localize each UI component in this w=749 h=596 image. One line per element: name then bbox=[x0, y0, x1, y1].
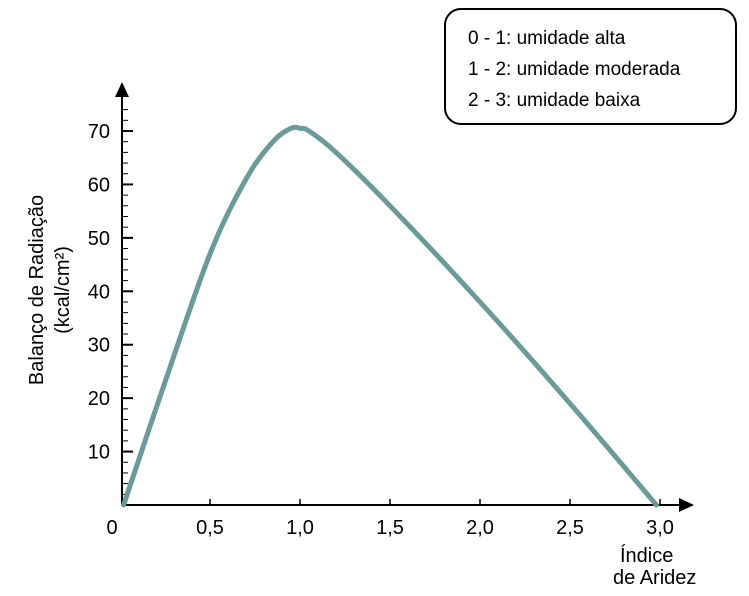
legend-entry: 0 - 1: umidade alta bbox=[468, 28, 626, 49]
x-axis-title-line-1: Índice bbox=[620, 544, 673, 567]
y-axis-title-line-1: Balanço de Radiação bbox=[26, 195, 48, 385]
x-tick-label: 1,5 bbox=[376, 517, 404, 539]
series-line bbox=[121, 124, 659, 508]
y-tick-label: 30 bbox=[88, 335, 110, 357]
y-minor-ticks bbox=[122, 109, 128, 495]
x-tick-label: 0 bbox=[106, 517, 117, 539]
x-tick-label: 2,5 bbox=[556, 517, 584, 539]
x-ticks: 0 0,5 1,0 1,5 2,0 2,5 3,0 bbox=[106, 499, 674, 539]
y-tick-label: 40 bbox=[88, 281, 110, 303]
legend-entry: 2 - 3: umidade baixa bbox=[468, 90, 641, 111]
legend-box bbox=[444, 8, 737, 125]
x-tick-label: 1,0 bbox=[286, 517, 314, 539]
series-group bbox=[121, 124, 659, 508]
x-tick-label: 0,5 bbox=[196, 517, 224, 539]
y-tick-label: 10 bbox=[88, 442, 110, 464]
y-axis-title: Balanço de Radiação (kcal/cm²) bbox=[26, 195, 74, 385]
x-tick-label: 2,0 bbox=[466, 517, 494, 539]
y-tick-label: 20 bbox=[88, 388, 110, 410]
x-axis-arrow bbox=[679, 498, 694, 512]
y-axis-arrow bbox=[115, 82, 129, 97]
y-axis-title-line-2: (kcal/cm²) bbox=[52, 246, 74, 334]
legend-entry: 1 - 2: umidade moderada bbox=[468, 59, 681, 80]
x-tick-label: 3,0 bbox=[646, 517, 674, 539]
y-tick-label: 70 bbox=[88, 121, 110, 143]
y-ticks: 10 20 30 40 50 60 70 bbox=[88, 121, 133, 464]
y-tick-label: 50 bbox=[88, 228, 110, 250]
x-axis-title-line-2: de Aridez bbox=[613, 567, 696, 589]
y-tick-label: 60 bbox=[88, 174, 110, 196]
